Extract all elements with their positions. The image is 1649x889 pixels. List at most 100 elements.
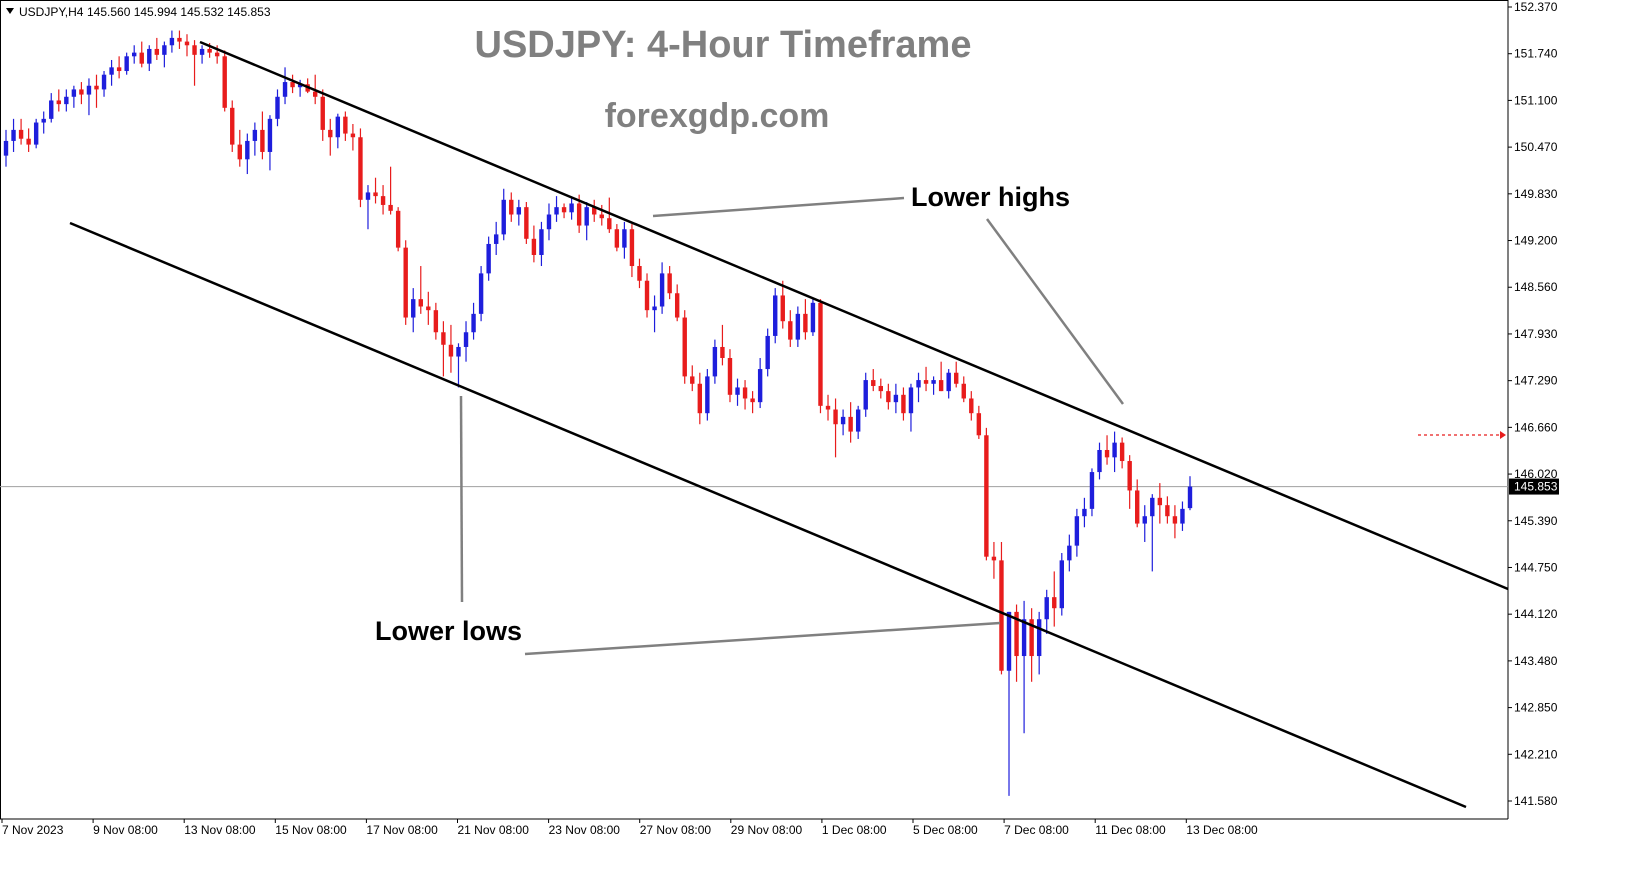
candle-body	[803, 313, 808, 333]
candle-body	[818, 302, 823, 406]
candle-body	[1044, 597, 1049, 620]
candle-body	[501, 199, 506, 235]
candle-body	[607, 218, 612, 230]
candle-body	[230, 107, 235, 145]
time-tick-label: 9 Nov 08:00	[93, 823, 158, 837]
candle-body	[901, 394, 906, 414]
candle-body	[659, 273, 665, 307]
candle-body	[192, 45, 197, 55]
time-tick-label: 23 Nov 08:00	[549, 823, 621, 837]
candle-body	[524, 207, 529, 239]
candle-body	[1104, 449, 1110, 458]
price-tick-label: 145.390	[1514, 514, 1558, 528]
candle-body	[1127, 461, 1132, 491]
lower-lows-label: Lower lows	[375, 616, 522, 646]
candle-body	[908, 387, 914, 414]
candle-body	[727, 358, 733, 395]
candle-body	[433, 310, 439, 333]
candle-body	[1135, 490, 1140, 524]
candle-body	[260, 129, 265, 152]
candle-body	[576, 203, 582, 226]
candle-body	[41, 118, 46, 123]
candle-body	[18, 129, 24, 139]
lower-lows-pointer-line	[459, 395, 464, 603]
candle-body	[184, 41, 190, 46]
candle-body	[478, 273, 484, 314]
candle-body	[931, 380, 936, 384]
price-tick-label: 148.560	[1514, 280, 1558, 294]
candle-body	[1029, 619, 1034, 657]
candle-body	[1150, 497, 1155, 517]
candle-body	[3, 140, 9, 156]
candle-body	[116, 67, 122, 72]
candle-body	[788, 321, 793, 340]
price-tick-label: 142.210	[1514, 747, 1558, 761]
candle-body	[403, 247, 408, 318]
time-tick-label: 5 Dec 08:00	[913, 823, 978, 837]
candle-body	[984, 435, 989, 557]
symbol-dropdown-icon[interactable]	[6, 8, 14, 14]
candle-body	[335, 116, 341, 138]
candle-body	[863, 380, 868, 410]
candle-body	[328, 129, 333, 138]
candle-body	[742, 387, 748, 399]
candle-body	[1021, 619, 1027, 657]
candle-body	[1006, 611, 1012, 671]
lower-channel-line[interactable]	[69, 221, 1467, 809]
time-tick-label: 13 Dec 08:00	[1186, 823, 1258, 837]
price-tick-label: 146.660	[1514, 420, 1558, 434]
price-tick-label: 142.850	[1514, 701, 1558, 715]
candle-body	[418, 299, 423, 307]
candle-body	[938, 380, 944, 392]
candle-body	[94, 85, 99, 90]
candle-body	[916, 380, 921, 388]
candle-body	[644, 280, 650, 311]
time-tick-label: 7 Nov 2023	[2, 823, 64, 837]
candle-body	[395, 210, 401, 248]
time-tick-label: 15 Nov 08:00	[275, 823, 347, 837]
candle-body	[991, 556, 997, 561]
symbol-label[interactable]: USDJPY,H4	[19, 5, 84, 19]
candle-body	[1074, 516, 1080, 546]
candle-body	[509, 199, 514, 215]
candle-body	[463, 332, 469, 347]
candle-body	[64, 96, 69, 105]
time-tick-label: 21 Nov 08:00	[458, 823, 530, 837]
candle-body	[26, 138, 31, 145]
candle-body	[245, 140, 250, 160]
candle-body	[667, 273, 672, 294]
candle-body	[388, 204, 393, 211]
lower-highs-pointer-line-2	[985, 218, 1125, 405]
candle-body	[1119, 442, 1125, 462]
candle-body	[132, 52, 137, 57]
candle-body	[976, 413, 982, 436]
candle-body	[79, 89, 84, 95]
candle-body	[531, 238, 537, 255]
time-tick-label: 7 Dec 08:00	[1004, 823, 1069, 837]
ohlc-readout: 145.560 145.994 145.532 145.853	[87, 5, 271, 19]
candle-body	[592, 207, 597, 215]
candle-body	[11, 129, 16, 141]
candle-body	[1180, 508, 1185, 524]
upper-channel-line[interactable]	[199, 40, 1509, 591]
candle-body	[539, 229, 544, 255]
candle-body	[999, 560, 1004, 671]
candle-body	[109, 67, 114, 75]
candle-body	[954, 372, 959, 384]
candle-body	[124, 56, 129, 72]
candle-body	[237, 144, 242, 160]
candle-body	[1172, 516, 1178, 524]
candle-body	[1036, 619, 1042, 657]
candle-body	[486, 243, 491, 274]
site-watermark: forexgdp.com	[605, 97, 830, 135]
candle-body	[1187, 486, 1193, 509]
candle-body	[320, 96, 325, 130]
candle-body	[554, 207, 559, 215]
candle-body	[629, 229, 635, 267]
chart-title: USDJPY: 4-Hour Timeframe	[475, 24, 972, 66]
price-tick-label: 149.200	[1514, 234, 1558, 248]
candle-body	[946, 372, 951, 392]
candle-body	[674, 293, 680, 318]
candle-body	[267, 118, 273, 152]
